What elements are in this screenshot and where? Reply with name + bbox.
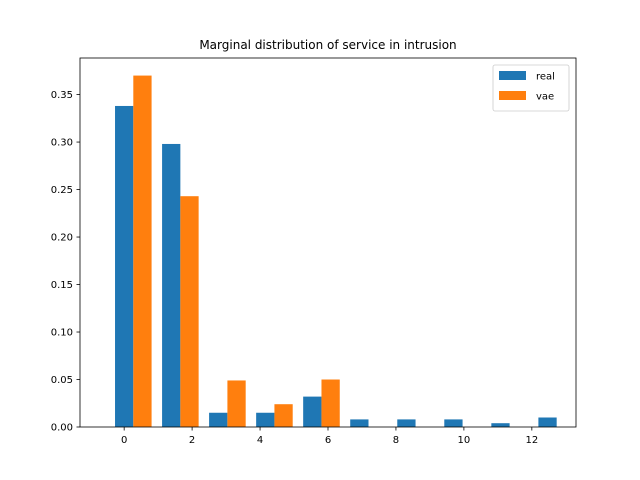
- x-tick-label: 4: [257, 435, 263, 446]
- x-axis: 0 2 4 6 8 10 12: [121, 427, 538, 446]
- bar-real-2: [209, 412, 228, 427]
- bar-real-1: [162, 143, 181, 428]
- bar-vae-0: [133, 75, 152, 428]
- legend: real vae: [492, 64, 570, 112]
- x-tick-label: 8: [393, 435, 399, 446]
- y-tick-label: 0.35: [51, 90, 73, 101]
- plot-area: [79, 57, 577, 428]
- x-tick-label: 6: [325, 435, 331, 446]
- bar-real-3: [256, 412, 275, 427]
- bar-vae-2: [227, 380, 246, 427]
- bar-real-9: [538, 417, 557, 427]
- bar-vae-4: [321, 379, 340, 427]
- legend-swatch-vae: [499, 91, 526, 100]
- y-axis: 0.00 0.05 0.10 0.15 0.20 0.25 0.30 0.35: [51, 90, 80, 434]
- legend-label-real: real: [536, 72, 555, 83]
- chart-title: Marginal distribution of service in intr…: [199, 38, 456, 52]
- y-tick-label: 0.10: [51, 328, 73, 339]
- bar-vae-1: [180, 196, 199, 427]
- bar-vae-3: [274, 404, 293, 427]
- y-tick-label: 0.15: [51, 280, 73, 291]
- x-tick-label: 0: [121, 435, 127, 446]
- y-tick-label: 0.05: [51, 375, 73, 386]
- x-tick-label: 2: [189, 435, 195, 446]
- x-tick-label: 12: [525, 435, 538, 446]
- y-tick-label: 0.20: [51, 233, 73, 244]
- plot-frame: [79, 57, 577, 428]
- legend-label-vae: vae: [536, 92, 554, 103]
- x-tick-label: 10: [458, 435, 471, 446]
- y-tick-label: 0.30: [51, 138, 73, 149]
- bar-real-5: [350, 419, 369, 427]
- bar-real-8: [491, 423, 510, 427]
- bar-real-7: [444, 419, 463, 427]
- bar-real-0: [115, 105, 134, 428]
- legend-swatch-real: [499, 71, 526, 80]
- bar-real-4: [303, 396, 322, 427]
- y-tick-label: 0.25: [51, 185, 73, 196]
- bar-real-6: [397, 419, 416, 427]
- y-tick-label: 0.00: [51, 423, 73, 434]
